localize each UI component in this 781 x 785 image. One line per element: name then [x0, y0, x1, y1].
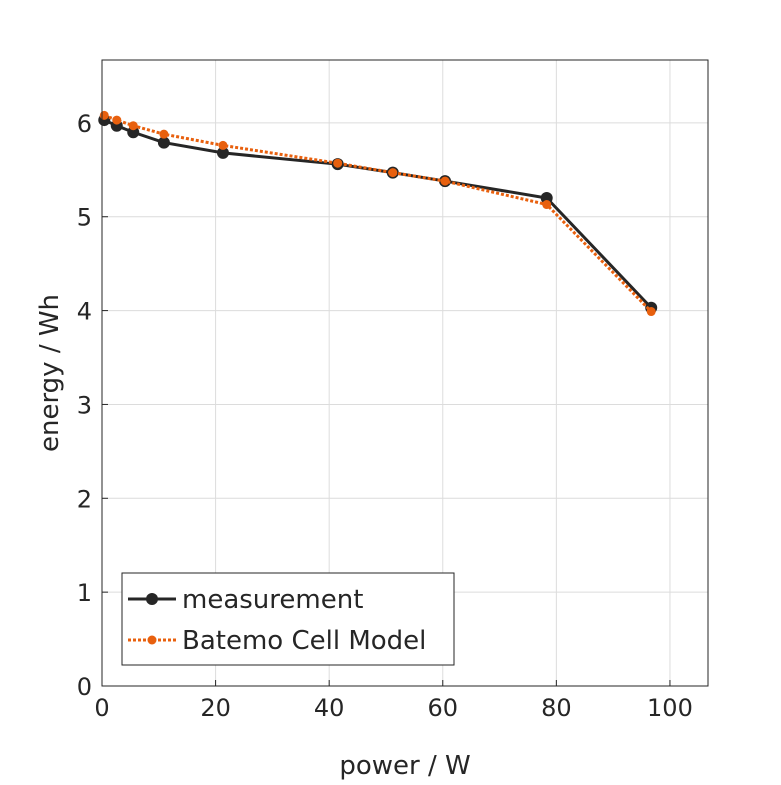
data-point-model [440, 176, 450, 186]
data-point-model [646, 307, 656, 317]
series-line-measurement [103, 118, 653, 309]
x-tick-label: 20 [200, 694, 231, 722]
data-point-measurement [216, 146, 229, 159]
y-tick-label: 0 [77, 673, 92, 701]
y-tick-label: 6 [77, 110, 92, 138]
x-tick-label: 60 [427, 694, 458, 722]
y-axis-label: energy / Wh [35, 294, 65, 452]
x-tick-label: 40 [314, 694, 345, 722]
x-axis-label: power / W [339, 751, 470, 781]
data-point-measurement [157, 136, 170, 149]
data-point-measurement [540, 191, 553, 204]
y-tick-label: 3 [77, 391, 92, 419]
data-point-model [99, 110, 109, 120]
x-tick-label: 80 [541, 694, 572, 722]
y-tick-label: 1 [77, 579, 92, 607]
y-tick-label: 5 [77, 204, 92, 232]
x-tick-label: 100 [647, 694, 693, 722]
legend-label-model: Batemo Cell Model [182, 626, 426, 656]
series-line-model [103, 113, 653, 313]
legend-box [121, 572, 455, 666]
legend-marker-model [147, 635, 157, 645]
data-point-model [388, 168, 398, 178]
y-tick-label: 2 [77, 485, 92, 513]
y-tick-label: 4 [77, 298, 92, 326]
data-point-model [218, 140, 228, 150]
legend-marker-measurement [146, 593, 158, 605]
tick-labels: 0 20 40 60 80 100 0 1 2 3 4 5 6 [77, 110, 693, 722]
legend-label-measurement: measurement [182, 585, 363, 615]
legend: measurement Batemo Cell Model [121, 572, 455, 666]
data-point-model [333, 158, 343, 168]
x-tick-label: 0 [94, 694, 109, 722]
data-point-model [112, 115, 122, 125]
data-point-model [159, 129, 169, 139]
series-layer [98, 110, 658, 317]
data-point-model [542, 200, 552, 210]
data-point-measurement [127, 126, 140, 139]
plot-frame [101, 59, 709, 687]
data-point-model [128, 121, 138, 131]
